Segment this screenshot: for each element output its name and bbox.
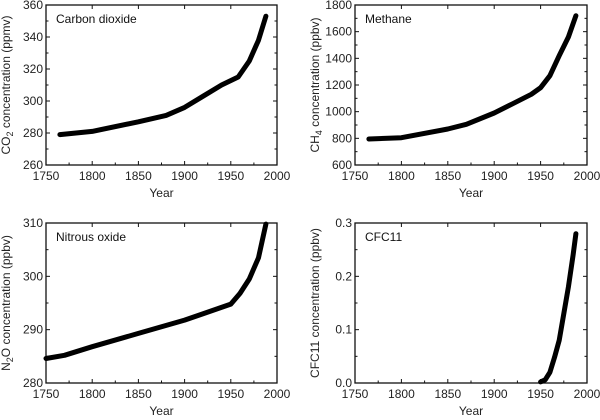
x-tick-label: 2000 bbox=[574, 387, 600, 401]
x-tick-label: 1800 bbox=[388, 387, 415, 401]
y-tick-label: 310 bbox=[23, 216, 43, 230]
y-tick-label: 600 bbox=[332, 158, 352, 172]
panel-title: Nitrous oxide bbox=[56, 230, 126, 244]
plot-frame bbox=[45, 222, 278, 384]
x-tick-label: 2000 bbox=[264, 169, 291, 183]
y-tick-label: 300 bbox=[23, 269, 43, 283]
x-tick-label: 1800 bbox=[388, 169, 415, 183]
series-line bbox=[57, 13, 269, 138]
y-axis-label: CFC11 concentration (ppbv) bbox=[308, 228, 322, 378]
y-label-subscript: 2 bbox=[5, 357, 15, 362]
x-tick-label: 1900 bbox=[171, 387, 198, 401]
x-tick-label: 1750 bbox=[342, 169, 369, 183]
x-tick-label: 1850 bbox=[125, 387, 152, 401]
x-axis-label: Year bbox=[459, 186, 483, 200]
x-tick-label: 1950 bbox=[217, 387, 244, 401]
plot-frame bbox=[45, 4, 278, 166]
y-label-prefix: CO bbox=[0, 137, 13, 155]
y-axis-label: CH4 concentration (ppbv) bbox=[308, 17, 324, 152]
y-axis-label: N2O concentration (ppbv) bbox=[0, 235, 15, 371]
y-tick-label: 0.2 bbox=[335, 269, 352, 283]
y-tick-label: 0.1 bbox=[335, 323, 352, 337]
series-line bbox=[538, 231, 579, 385]
panel-title: Methane bbox=[365, 12, 412, 26]
y-tick-label: 360 bbox=[23, 0, 43, 12]
x-tick-label: 1950 bbox=[217, 169, 244, 183]
panel-title: Carbon dioxide bbox=[56, 12, 137, 26]
y-tick-label: 0.3 bbox=[335, 216, 352, 230]
x-tick-label: 1950 bbox=[527, 387, 554, 401]
y-label-prefix: CFC11 concentration (ppbv) bbox=[308, 228, 322, 378]
x-tick-label: 1800 bbox=[79, 169, 106, 183]
x-tick-label: 2000 bbox=[574, 169, 600, 183]
x-axis-label: Year bbox=[459, 404, 483, 418]
y-label-prefix: N bbox=[0, 362, 13, 371]
y-tick-label: 1800 bbox=[325, 0, 352, 12]
y-tick-label: 320 bbox=[23, 62, 43, 76]
y-label-subscript: 2 bbox=[5, 132, 15, 137]
y-tick-label: 0.0 bbox=[335, 376, 352, 390]
x-tick-label: 1900 bbox=[481, 169, 508, 183]
x-tick-label: 1850 bbox=[125, 169, 152, 183]
y-label-suffix: concentration (ppbv) bbox=[308, 17, 322, 130]
y-tick-label: 280 bbox=[23, 376, 43, 390]
y-tick-label: 280 bbox=[23, 126, 43, 140]
x-axis-label: Year bbox=[149, 404, 173, 418]
y-tick-label: 1400 bbox=[325, 51, 352, 65]
y-label-subscript: 4 bbox=[314, 130, 324, 135]
x-tick-label: 1750 bbox=[33, 169, 60, 183]
y-tick-label: 1000 bbox=[325, 105, 352, 119]
x-tick-label: 1850 bbox=[434, 387, 461, 401]
series-line bbox=[366, 13, 579, 142]
y-tick-label: 300 bbox=[23, 94, 43, 108]
x-tick-label: 1950 bbox=[527, 169, 554, 183]
y-tick-label: 290 bbox=[23, 323, 43, 337]
panel-nitrous-oxide: 1750 1800 1850 1900 1950 2000 280 290 300 310 Year… bbox=[0, 216, 291, 418]
y-tick-label: 340 bbox=[23, 30, 43, 44]
y-label-suffix: concentration (ppmv) bbox=[0, 15, 13, 131]
panel-carbon-dioxide: 1750 1800 1850 1900 1950 2000 260 280 300 320 340 3… bbox=[0, 0, 291, 200]
x-tick-label: 1750 bbox=[33, 387, 60, 401]
series-line bbox=[43, 221, 269, 361]
x-tick-label: 1750 bbox=[342, 387, 369, 401]
y-label-suffix: O concentration (ppbv) bbox=[0, 235, 13, 357]
y-tick-label: 1200 bbox=[325, 78, 352, 92]
x-axis-label: Year bbox=[149, 186, 173, 200]
x-tick-label: 1850 bbox=[434, 169, 461, 183]
x-tick-label: 2000 bbox=[264, 387, 291, 401]
y-tick-label: 260 bbox=[23, 158, 43, 172]
x-tick-label: 1900 bbox=[171, 169, 198, 183]
panel-cfc11: 1750 1800 1850 1900 1950 2000 0.0 0.1 0.2 0.3 Year… bbox=[308, 216, 600, 418]
x-tick-label: 1800 bbox=[79, 387, 106, 401]
y-tick-label: 800 bbox=[332, 131, 352, 145]
panel-methane: 1750 1800 1850 1900 1950 2000 600 800 1000 1200 14… bbox=[308, 0, 600, 200]
y-axis-label: CO2 concentration (ppmv) bbox=[0, 15, 15, 154]
y-tick-label: 1600 bbox=[325, 25, 352, 39]
y-label-prefix: CH bbox=[308, 135, 322, 152]
x-tick-label: 1900 bbox=[481, 387, 508, 401]
panel-title: CFC11 bbox=[365, 230, 402, 244]
plot-frame bbox=[354, 4, 588, 166]
